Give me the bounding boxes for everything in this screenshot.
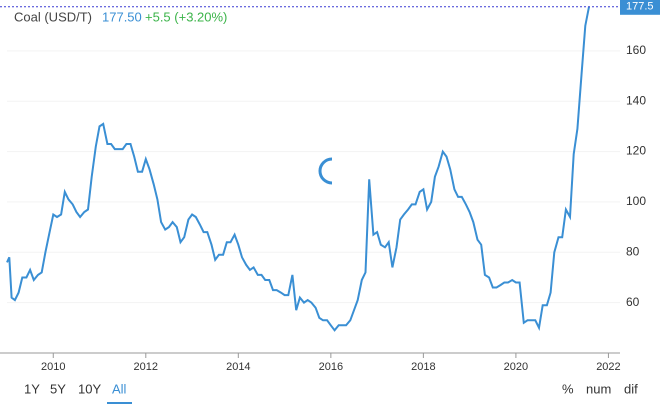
price: 177.50 xyxy=(102,9,142,24)
x-tick-label: 2012 xyxy=(134,361,158,373)
x-tick-label: 2018 xyxy=(411,361,435,373)
range-button[interactable]: 10Y xyxy=(78,381,101,396)
mode-button[interactable]: % xyxy=(562,381,574,396)
x-tick-label: 2020 xyxy=(504,361,528,373)
x-tick-label: 2014 xyxy=(226,361,250,373)
y-tick-label: 160 xyxy=(626,43,646,57)
x-tick-label: 2022 xyxy=(596,361,620,373)
y-tick-label: 100 xyxy=(626,194,646,208)
x-tick-label: 2010 xyxy=(41,361,65,373)
y-tick-label: 120 xyxy=(626,144,646,158)
instrument-name: Coal (USD/T) xyxy=(14,9,92,24)
change: +5.5 (+3.20%) xyxy=(145,9,227,24)
range-button[interactable]: All xyxy=(112,381,127,396)
y-tick-label: 140 xyxy=(626,93,646,107)
mode-button[interactable]: dif xyxy=(624,381,638,396)
x-tick-label: 2016 xyxy=(319,361,343,373)
line xyxy=(6,6,590,332)
y-tick-label: 80 xyxy=(626,244,640,258)
last-value-box xyxy=(620,0,660,15)
range-button[interactable]: 5Y xyxy=(50,381,66,396)
loading-spinner xyxy=(318,157,333,185)
mode-button[interactable]: num xyxy=(586,381,611,396)
last-value-label: 177.5 xyxy=(626,1,654,13)
y-tick-label: 60 xyxy=(626,295,640,309)
range-button[interactable]: 1Y xyxy=(24,381,40,396)
